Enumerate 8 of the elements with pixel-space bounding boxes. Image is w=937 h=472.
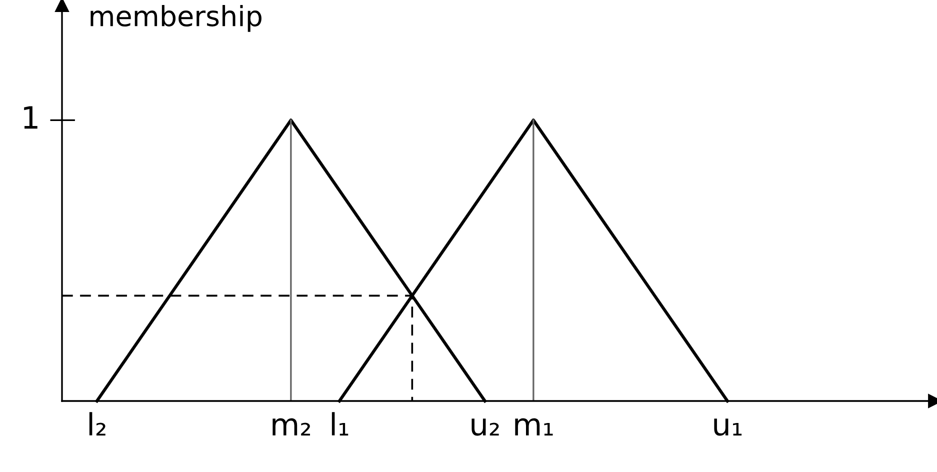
x-tick-label: l₂ <box>89 412 106 436</box>
text: 1 <box>24 106 38 129</box>
x-tick-label: l₁ <box>332 412 348 436</box>
x-tick-label: m₁ <box>515 418 553 436</box>
x-tick-label: u₂ <box>472 418 499 436</box>
y-axis-title: membership <box>90 5 262 32</box>
x-tick-label: u₁ <box>714 418 742 436</box>
x-tick-label: m₂ <box>272 418 310 436</box>
